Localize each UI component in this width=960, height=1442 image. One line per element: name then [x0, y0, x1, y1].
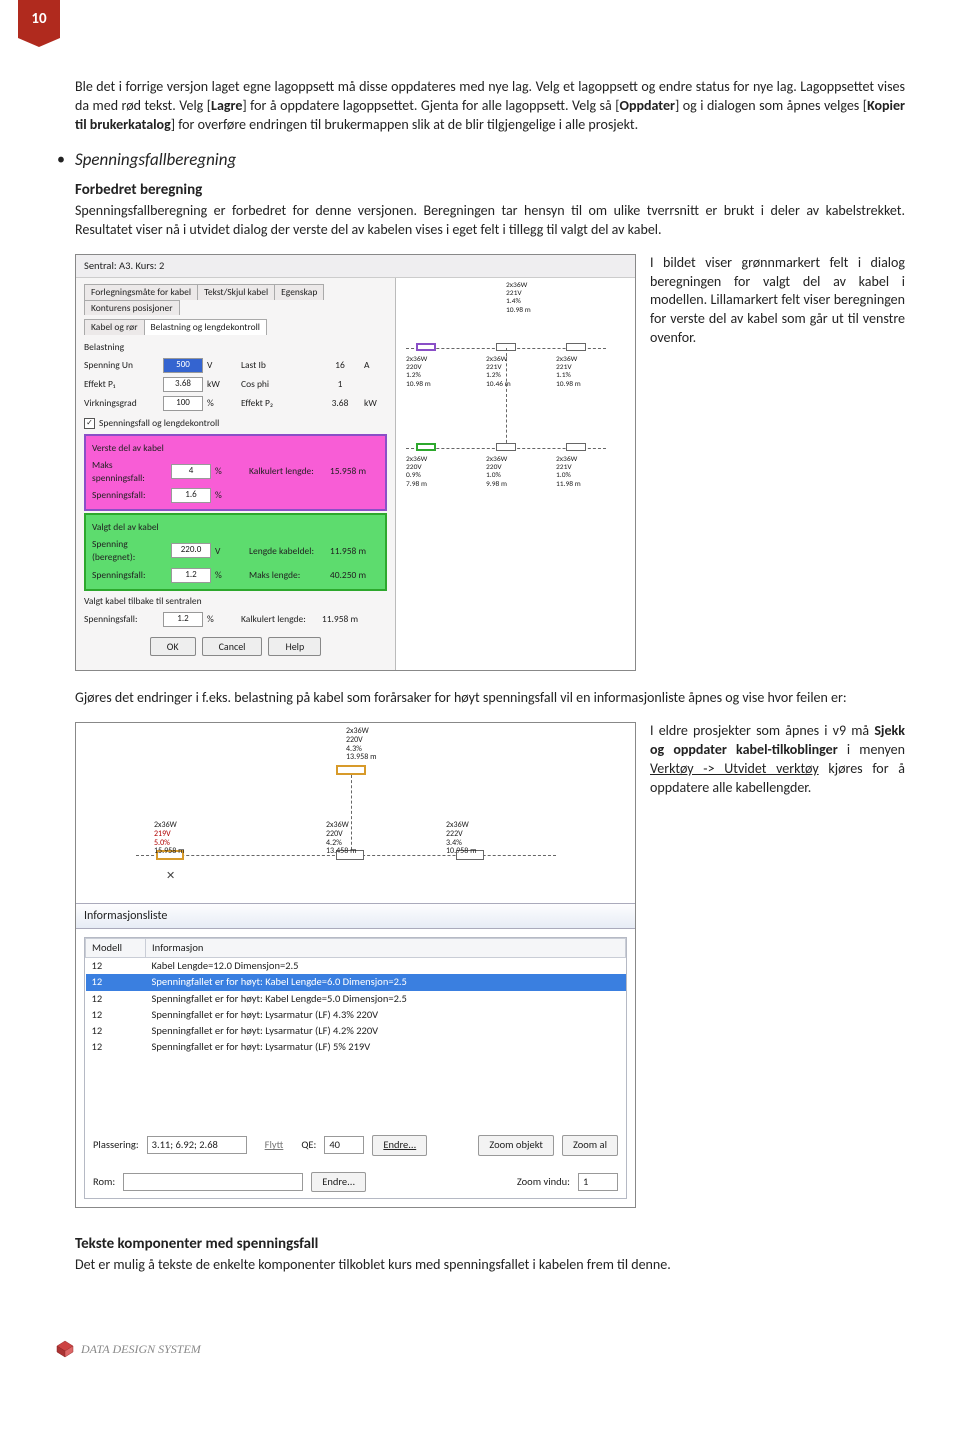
- zoom-objekt-button[interactable]: Zoom objekt: [478, 1135, 554, 1155]
- zoom-al-button[interactable]: Zoom al: [562, 1135, 618, 1155]
- input-spenning-un[interactable]: 500: [163, 358, 203, 373]
- ok-button[interactable]: OK: [150, 637, 196, 657]
- input-qe[interactable]: 40: [324, 1136, 364, 1154]
- para-tekste: Det er mulig å tekste de enkelte kompone…: [75, 1256, 905, 1275]
- dialog-screenshot: Sentral: A3. Kurs: 2 Forlegningsmåte for…: [75, 254, 636, 671]
- table-row[interactable]: 12Spenningfallet er for høyt: Lysarmatur…: [86, 1007, 626, 1023]
- input-maks-sp[interactable]: 4: [171, 464, 211, 479]
- cancel-button[interactable]: Cancel: [202, 637, 263, 657]
- endre-button-1[interactable]: Endre...: [372, 1135, 427, 1155]
- table-row[interactable]: 12Spenningfallet er for høyt: Lysarmatur…: [86, 1039, 626, 1055]
- tab-tekst-skjul[interactable]: Tekst/Skjul kabel: [197, 284, 275, 300]
- dialog-left-panel: Forlegningsmåte for kabel Tekst/Skjul ka…: [76, 278, 396, 670]
- col-info[interactable]: Informasjon: [146, 939, 626, 958]
- table-row[interactable]: 12Spenningfallet er for høyt: Lysarmatur…: [86, 1023, 626, 1039]
- panel-valgt-del: Valgt del av kabel Spenning (beregnet): …: [84, 513, 387, 590]
- endre-button-2[interactable]: Endre...: [311, 1172, 366, 1192]
- row-spenning-un: Spenning Un 500 V Last Ib 16 A: [84, 356, 387, 375]
- table-row[interactable]: 12Kabel Lengde=12.0 Dimensjon=2.5: [86, 958, 626, 975]
- checkbox-spenningsfall[interactable]: ✓ Spenningsfall og lengdekontroll: [84, 413, 387, 432]
- section-title: Spenningsfallberegning: [75, 149, 236, 172]
- screenshot2-caption: I eldre prosjekter som åpnes i v9 må Sje…: [650, 722, 905, 1208]
- panel-verste-del: Verste del av kabel Maks spenningsfall: …: [84, 434, 387, 511]
- cable-schematic: 2x36W 221V 1.4% 10.98 m 2x36W 220V 1.2% …: [396, 278, 635, 670]
- input-plassering[interactable]: 3.11; 6.92; 2.68: [147, 1136, 247, 1154]
- row-virkningsgrad: Virkningsgrad 100 % Effekt P₂ 3.68 kW: [84, 394, 387, 413]
- subheading-forbedret: Forbedret beregning: [75, 180, 905, 200]
- cable-schematic-2: 2x36W 220V 4.3% 13.958 m 2x36W 219V 5.0%…: [76, 723, 635, 903]
- infolist-screenshot: 2x36W 220V 4.3% 13.958 m 2x36W 219V 5.0%…: [75, 722, 636, 1208]
- group-belastning: Belastning: [84, 339, 387, 356]
- check-icon: ✓: [84, 418, 95, 429]
- tab-kabel-ror[interactable]: Kabel og rør: [84, 319, 145, 335]
- dialog-tabs-row2: Kabel og rør Belastning og lengdekontrol…: [84, 319, 387, 335]
- footer-company: DATA DESIGN SYSTEM: [81, 1341, 201, 1357]
- tab-forlegning[interactable]: Forlegningsmåte for kabel: [84, 284, 198, 300]
- para-changes: Gjøres det endringer i f.eks. belastning…: [75, 689, 905, 708]
- intro-paragraph: Ble det i forrige versjon laget egne lag…: [75, 78, 905, 135]
- tab-belastning[interactable]: Belastning og lengdekontroll: [144, 319, 267, 335]
- page-content: Ble det i forrige versjon laget egne lag…: [0, 38, 960, 1319]
- tab-kontur[interactable]: Konturens posisjoner: [84, 300, 180, 316]
- section-bullet: Spenningsfallberegning: [57, 149, 905, 172]
- input-zoom-vindu[interactable]: 1: [578, 1173, 618, 1191]
- input-rom[interactable]: [123, 1173, 303, 1191]
- infolist-title: Informasjonsliste: [76, 903, 635, 929]
- panel-tilbake: Valgt kabel tilbake til sentralen: [84, 593, 387, 610]
- row-effekt-p1: Effekt P₁ 3.68 kW Cos phi 1: [84, 375, 387, 394]
- info-table: Modell Informasjon 12Kabel Lengde=12.0 D…: [85, 938, 626, 1055]
- description-paragraph: Spenningsfallberegning er forbedret for …: [75, 202, 905, 240]
- subheading-tekste: Tekste komponenter med spenningsfall: [75, 1234, 905, 1254]
- page-number-tab: 10: [18, 0, 60, 38]
- col-modell[interactable]: Modell: [86, 939, 146, 958]
- dialog-title: Sentral: A3. Kurs: 2: [76, 255, 635, 278]
- input-virkningsgrad[interactable]: 100: [163, 396, 203, 411]
- table-row[interactable]: 12Spenningfallet er for høyt: Kabel Leng…: [86, 991, 626, 1007]
- input-effekt-p1[interactable]: 3.68: [163, 377, 203, 392]
- cross-icon: ✕: [166, 869, 175, 884]
- tab-egenskap[interactable]: Egenskap: [274, 284, 324, 300]
- page-footer: DATA DESIGN SYSTEM: [0, 1319, 960, 1379]
- screenshot1-caption: I bildet viser grønnmarkert felt i dialo…: [650, 254, 905, 348]
- dialog-tabs-row1: Forlegningsmåte for kabel Tekst/Skjul ka…: [84, 284, 387, 316]
- bullet-icon: [57, 149, 65, 172]
- help-button[interactable]: Help: [268, 637, 321, 657]
- flytt-button[interactable]: Flytt: [255, 1136, 294, 1154]
- table-row[interactable]: 12Spenningfallet er for høyt: Kabel Leng…: [86, 974, 626, 990]
- dds-logo-icon: [55, 1339, 75, 1359]
